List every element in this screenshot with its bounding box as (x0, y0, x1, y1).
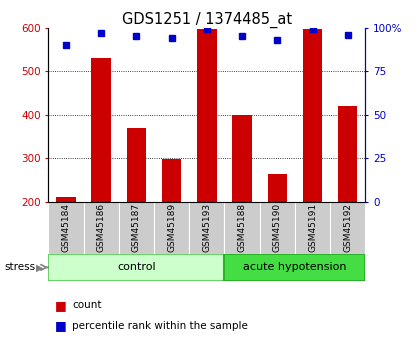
Text: GSM45189: GSM45189 (167, 203, 176, 252)
Text: GSM45191: GSM45191 (308, 203, 317, 252)
Bar (303, 29, 322, 202)
Text: GSM45184: GSM45184 (61, 203, 71, 252)
Text: GSM45186: GSM45186 (97, 203, 106, 252)
Bar (260, 202, 295, 254)
Bar (92, 58, 111, 202)
Text: ■: ■ (55, 319, 66, 333)
Bar (127, 128, 146, 202)
Text: control: control (117, 263, 156, 272)
Text: GSM45192: GSM45192 (343, 203, 352, 252)
Bar (56, 197, 76, 202)
Title: GDS1251 / 1374485_at: GDS1251 / 1374485_at (122, 11, 292, 28)
Bar (189, 202, 224, 254)
Text: ▶: ▶ (36, 263, 43, 272)
Bar (232, 115, 252, 202)
Bar (48, 202, 84, 254)
Text: GSM45190: GSM45190 (273, 203, 282, 252)
Bar (119, 202, 154, 254)
Bar (48, 254, 224, 281)
Bar (295, 202, 330, 254)
Bar (224, 202, 260, 254)
Bar (338, 106, 357, 202)
Text: ■: ■ (55, 299, 66, 312)
Bar (197, 29, 217, 202)
Text: stress: stress (4, 263, 35, 272)
Bar (84, 202, 119, 254)
Text: acute hypotension: acute hypotension (243, 263, 346, 272)
Bar (162, 159, 181, 202)
Text: GSM45187: GSM45187 (132, 203, 141, 252)
Bar (268, 174, 287, 202)
Bar (330, 202, 365, 254)
Bar (224, 254, 365, 281)
Text: percentile rank within the sample: percentile rank within the sample (72, 321, 248, 331)
Bar (154, 202, 189, 254)
Text: GSM45188: GSM45188 (238, 203, 247, 252)
Text: GSM45193: GSM45193 (202, 203, 211, 252)
Text: count: count (72, 300, 102, 310)
